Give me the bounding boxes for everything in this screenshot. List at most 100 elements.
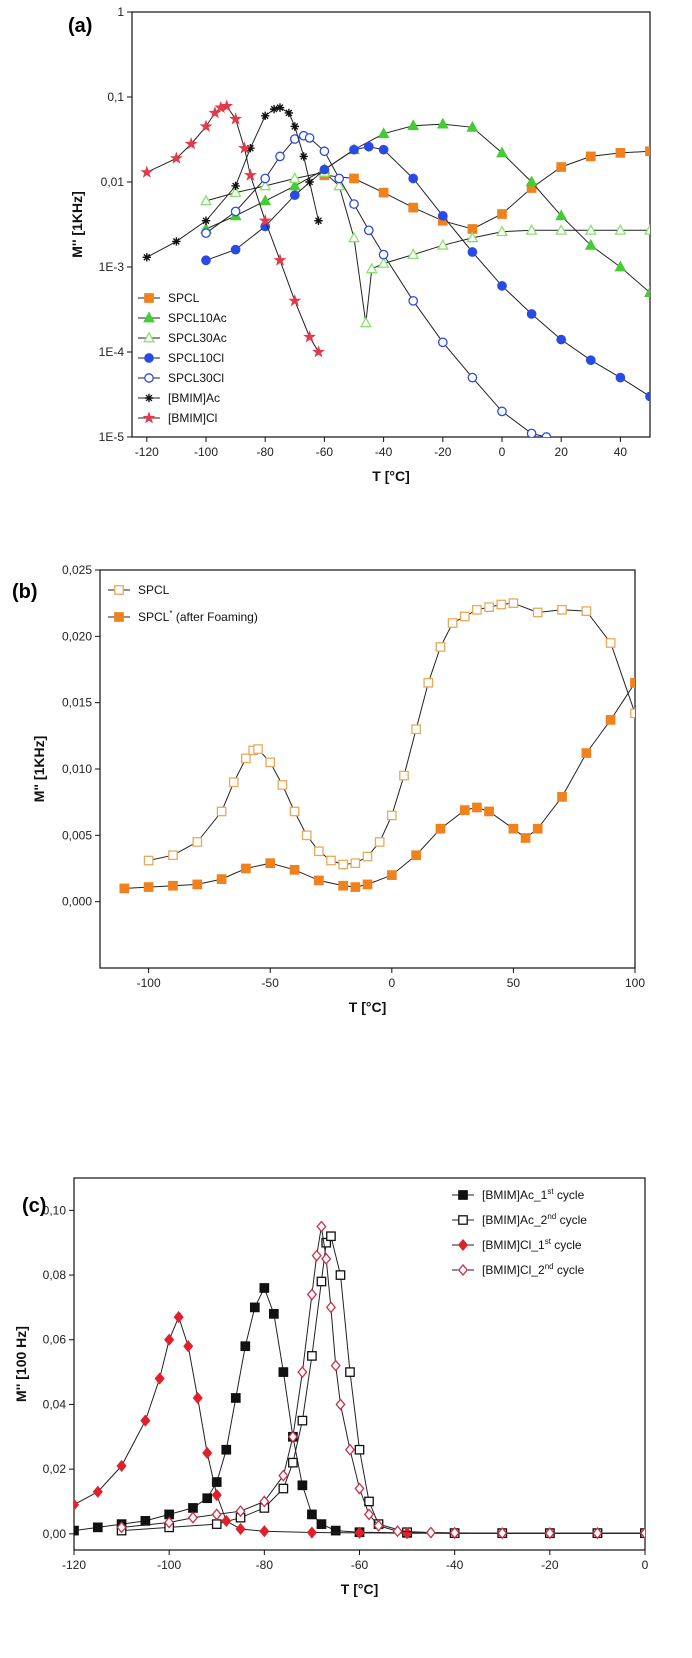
data-point-series-4 [230, 206, 241, 217]
x-tick-label: -20 [434, 445, 452, 459]
x-tick-label: -60 [351, 1558, 369, 1572]
data-point-series-1 [192, 879, 203, 890]
data-point-series-4 [526, 428, 537, 437]
legend-label-superscript: * [169, 609, 172, 618]
data-point-series-0 [240, 1341, 251, 1352]
data-point-series-3 [201, 255, 211, 266]
y-axis-label: M'' [100 Hz] [13, 1326, 29, 1402]
data-point-series-2 [259, 179, 272, 191]
data-point-series-3 [164, 1516, 175, 1529]
data-point-series-5 [172, 237, 181, 246]
data-point-series-1 [472, 802, 482, 813]
data-point-series-1 [362, 879, 373, 890]
data-point-series-3 [330, 1359, 341, 1372]
data-point-series-1 [259, 194, 272, 206]
series-line-0 [74, 1286, 645, 1534]
legend-marker [114, 612, 124, 622]
data-point-series-0 [497, 209, 507, 219]
series-line-1 [121, 1235, 645, 1534]
data-point-series-2 [221, 1514, 232, 1527]
series-line-1 [124, 682, 635, 889]
data-point-series-1 [644, 286, 650, 298]
x-axis-label: T [°C] [349, 999, 386, 1015]
data-point-series-0 [399, 770, 409, 781]
legend-label-superscript: st [547, 1187, 554, 1196]
y-axis-label: M" [1KHz] [31, 736, 47, 803]
data-point-series-2 [466, 231, 479, 243]
legend-label: [BMIM]Cl_1st cycle [482, 1237, 582, 1252]
y-tick-label: 0,005 [62, 828, 92, 842]
data-point-series-3 [187, 1511, 199, 1524]
data-point-series-2 [154, 1372, 165, 1385]
data-point-series-6 [303, 330, 317, 343]
data-point-series-1 [316, 1276, 327, 1287]
legend-label-main: [BMIM]Ac [168, 391, 220, 405]
data-point-series-3 [230, 244, 241, 255]
data-point-series-3 [363, 141, 374, 152]
legend-label-main: [BMIM]Cl_2 [482, 1263, 545, 1277]
y-tick-label: 0,02 [43, 1462, 67, 1476]
data-point-series-3 [592, 1527, 603, 1540]
plot-area [119, 598, 635, 894]
data-point-series-0 [143, 855, 154, 866]
data-point-series-2 [525, 223, 538, 235]
data-point-series-2 [211, 1488, 222, 1502]
legend-label-superscript: st [545, 1237, 552, 1246]
legend-marker [143, 331, 155, 343]
data-point-series-0 [585, 151, 596, 162]
data-point-series-5 [142, 253, 151, 262]
data-point-series-2 [116, 1459, 127, 1472]
y-tick-label: 0,04 [43, 1397, 67, 1411]
plot-area [140, 99, 650, 437]
legend-marker [144, 353, 154, 363]
data-point-series-0 [228, 777, 239, 788]
chart-panel-a: -120 -100 -80 -60 -40 -20 0 20 40 1E-5 1E-4 1E-3 0,0… [68, 5, 651, 484]
data-point-series-1 [350, 882, 361, 892]
series-line-4 [205, 135, 547, 437]
data-point-series-0 [216, 806, 227, 817]
legend-label: [BMIM]Ac_1st cycle [482, 1187, 585, 1202]
data-point-series-2 [192, 1391, 203, 1405]
y-tick-label: 0,1 [107, 90, 124, 104]
legend-label-main: SPCL10Ac [168, 311, 227, 325]
legend-marker [458, 1190, 468, 1200]
data-point-series-0 [386, 810, 397, 821]
legend-label-suffix: cycle [554, 1263, 585, 1277]
data-point-series-1 [630, 677, 635, 688]
x-tick-label: -50 [262, 976, 280, 990]
y-tick-label: 1E-5 [99, 430, 125, 444]
data-point-series-2 [164, 1333, 175, 1346]
series-line-0 [324, 150, 650, 230]
panel-label: (a) [68, 15, 92, 37]
legend-marker [144, 373, 154, 383]
data-point-series-1 [278, 1483, 289, 1494]
data-point-series-1 [211, 1519, 222, 1529]
data-point-series-1 [314, 875, 324, 886]
data-point-series-3 [235, 1505, 246, 1518]
data-point-series-6 [312, 345, 325, 358]
data-point-series-2 [183, 1340, 194, 1353]
data-point-series-1 [466, 120, 479, 132]
data-point-series-1 [241, 863, 251, 874]
data-point-series-0 [615, 148, 626, 158]
legend-label: SPCL30Ac [168, 331, 227, 345]
data-point-series-3 [497, 281, 507, 291]
data-point-series-0 [289, 806, 300, 817]
data-point-series-0 [447, 618, 458, 628]
data-point-series-5 [314, 216, 323, 225]
data-point-series-0 [301, 830, 312, 841]
data-point-series-0 [581, 606, 592, 616]
data-point-series-1 [265, 858, 276, 869]
data-point-series-2 [74, 1498, 80, 1511]
data-point-series-0 [326, 855, 336, 866]
data-point-series-0 [378, 187, 389, 198]
data-point-series-2 [584, 223, 597, 235]
data-point-series-3 [392, 1525, 403, 1538]
legend-label-main: SPCL [138, 583, 170, 597]
data-point-series-3 [319, 164, 330, 175]
legend-marker [114, 585, 124, 595]
x-tick-label: 0 [388, 976, 395, 990]
data-point-series-1 [605, 715, 616, 725]
data-point-series-3 [354, 1482, 365, 1495]
